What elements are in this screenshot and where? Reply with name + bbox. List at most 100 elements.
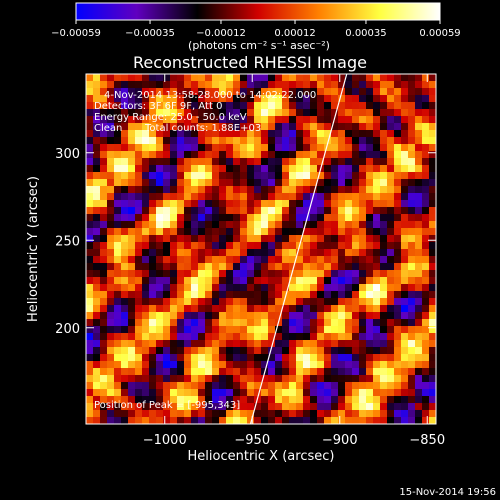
heatmap-cell: [198, 200, 206, 208]
heatmap-cell: [401, 312, 409, 320]
heatmap-cell: [233, 326, 241, 334]
heatmap-cell: [380, 116, 388, 124]
heatmap-cell: [149, 403, 157, 411]
heatmap-cell: [163, 95, 171, 103]
heatmap-cell: [254, 109, 262, 117]
heatmap-cell: [100, 193, 108, 201]
heatmap-cell: [261, 270, 269, 278]
heatmap-cell: [310, 354, 318, 362]
heatmap-cell: [100, 165, 108, 173]
heatmap-cell: [247, 221, 255, 229]
heatmap-cell: [142, 172, 150, 180]
heatmap-cell: [233, 144, 241, 152]
heatmap-cell: [275, 270, 283, 278]
heatmap-cell: [128, 214, 136, 222]
heatmap-cell: [345, 375, 353, 383]
heatmap-cell: [163, 242, 171, 250]
heatmap-cell: [387, 417, 395, 424]
heatmap-cell: [324, 305, 332, 313]
heatmap-cell: [198, 291, 206, 299]
heatmap-cell: [394, 81, 402, 89]
heatmap-cell: [359, 389, 367, 397]
heatmap-cell: [240, 417, 248, 424]
heatmap-cell: [198, 270, 206, 278]
heatmap-cell: [198, 81, 206, 89]
heatmap-cell: [387, 277, 395, 285]
heatmap-cell: [240, 347, 248, 355]
heatmap-cell: [401, 221, 409, 229]
heatmap-cell: [163, 263, 171, 271]
heatmap-cell: [261, 151, 269, 159]
heatmap-cell: [191, 214, 199, 222]
heatmap-cell: [212, 249, 220, 257]
heatmap-cell: [296, 368, 304, 376]
heatmap-cell: [142, 410, 150, 418]
heatmap-cell: [415, 242, 423, 250]
heatmap-cell: [205, 249, 213, 257]
heatmap-cell: [135, 298, 143, 306]
heatmap-cell: [352, 305, 360, 313]
heatmap-cell: [93, 95, 101, 103]
heatmap-cell: [331, 396, 339, 404]
heatmap-cell: [114, 207, 122, 215]
heatmap-cell: [415, 256, 423, 264]
heatmap-cell: [303, 123, 311, 131]
heatmap-cell: [128, 368, 136, 376]
heatmap-cell: [296, 396, 304, 404]
heatmap-cell: [429, 200, 436, 208]
heatmap-cell: [345, 410, 353, 418]
heatmap-cell: [247, 165, 255, 173]
heatmap-cell: [163, 109, 171, 117]
heatmap-cell: [415, 179, 423, 187]
heatmap-cell: [219, 235, 227, 243]
heatmap-cell: [394, 319, 402, 327]
heatmap-cell: [261, 347, 269, 355]
heatmap-cell: [380, 270, 388, 278]
heatmap-cell: [135, 221, 143, 229]
heatmap-cell: [198, 74, 206, 82]
heatmap-cell: [422, 88, 430, 96]
heatmap-cell: [212, 193, 220, 201]
heatmap-cell: [338, 382, 346, 390]
heatmap-cell: [408, 74, 416, 82]
heatmap-cell: [373, 200, 381, 208]
heatmap-cell: [240, 403, 248, 411]
heatmap-cell: [282, 109, 290, 117]
heatmap-cell: [415, 109, 423, 117]
heatmap-cell: [142, 368, 150, 376]
heatmap-cell: [100, 368, 108, 376]
heatmap-cell: [254, 417, 262, 424]
heatmap-cell: [324, 207, 332, 215]
heatmap-cell: [156, 123, 164, 131]
heatmap-cell: [303, 200, 311, 208]
heatmap-cell: [282, 249, 290, 257]
heatmap-cell: [282, 137, 290, 145]
heatmap-cell: [324, 186, 332, 194]
heatmap-cell: [373, 235, 381, 243]
heatmap-cell: [387, 172, 395, 180]
heatmap-cell: [261, 221, 269, 229]
heatmap-cell: [219, 368, 227, 376]
heatmap-cell: [429, 214, 436, 222]
heatmap-cell: [247, 74, 255, 82]
heatmap-cell: [191, 109, 199, 117]
heatmap-cell: [401, 200, 409, 208]
heatmap-cell: [422, 172, 430, 180]
heatmap-cell: [338, 74, 346, 82]
heatmap-cell: [93, 109, 101, 117]
heatmap-cell: [121, 389, 129, 397]
heatmap-cell: [268, 333, 276, 341]
heatmap-cell: [359, 326, 367, 334]
heatmap-cell: [422, 389, 430, 397]
heatmap-cell: [324, 256, 332, 264]
heatmap-cell: [275, 361, 283, 369]
heatmap-cell: [352, 186, 360, 194]
heatmap-cell: [415, 305, 423, 313]
heatmap-cell: [324, 200, 332, 208]
heatmap-cell: [268, 326, 276, 334]
heatmap-cell: [121, 179, 129, 187]
heatmap-cell: [86, 417, 94, 424]
heatmap-cell: [170, 151, 178, 159]
heatmap-cell: [394, 165, 402, 173]
